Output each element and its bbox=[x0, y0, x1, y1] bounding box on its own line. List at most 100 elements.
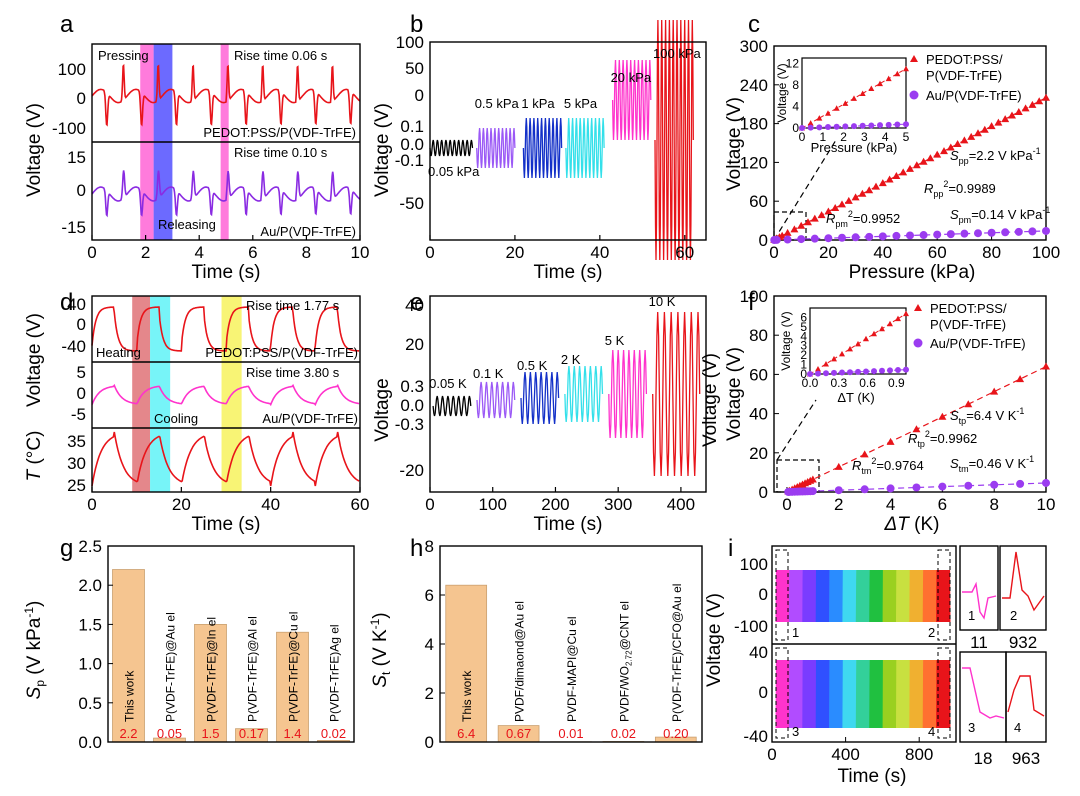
i-bottom-series-block bbox=[936, 659, 951, 729]
f-inset-xtick: 0.9 bbox=[888, 376, 905, 390]
c-xtick: 40 bbox=[873, 243, 892, 262]
i-top-series-block bbox=[896, 569, 911, 623]
i-zoom-3 bbox=[959, 651, 1007, 743]
e-series-segment bbox=[652, 311, 701, 477]
f-stm-annotation: Stm=0.46 V K-1 bbox=[950, 454, 1034, 474]
e-series-segment bbox=[432, 395, 472, 417]
c-point bbox=[946, 230, 955, 239]
i-ytick: 40 bbox=[749, 643, 768, 662]
g-bar-category: P(VDF-TrFE)@In el bbox=[205, 617, 219, 722]
e-series-segment bbox=[520, 371, 560, 425]
d-xtick: 40 bbox=[261, 495, 280, 514]
d-ytick: 35 bbox=[67, 432, 86, 451]
c-inset-point bbox=[859, 122, 866, 129]
i-bottom-series-block bbox=[802, 659, 817, 729]
f-frame bbox=[773, 295, 1047, 493]
f-points bbox=[784, 362, 1050, 496]
a-xtick: 6 bbox=[248, 243, 257, 262]
i-ytick: -40 bbox=[743, 727, 768, 746]
f-xtick: 10 bbox=[1037, 495, 1056, 514]
h-ytick: 0 bbox=[425, 733, 434, 752]
i-zoom-time: 963 bbox=[1012, 749, 1040, 768]
e-xtick: 200 bbox=[541, 495, 569, 514]
a-xticks: 0 2 4 6 8 10 bbox=[87, 235, 369, 262]
i-zoom-4 bbox=[1005, 651, 1047, 743]
a-xtick: 10 bbox=[351, 243, 370, 262]
e-series-segment bbox=[564, 365, 604, 423]
f-fit-line bbox=[787, 366, 1047, 492]
i-top-series-block bbox=[775, 569, 790, 623]
panel-label-c: c bbox=[748, 11, 760, 38]
c-ytick: 0 bbox=[759, 231, 768, 250]
c-inset-point bbox=[903, 65, 909, 72]
b-segment-label: 5 kPa bbox=[564, 96, 598, 111]
i-bottom-series-block bbox=[842, 659, 857, 729]
c-point bbox=[778, 231, 787, 239]
i-zoom-label: 1 bbox=[968, 608, 975, 623]
c-rpp-annotation: Rpp2=0.9989 bbox=[924, 179, 996, 199]
a-xtick: 0 bbox=[87, 243, 96, 262]
e-frame bbox=[429, 295, 707, 493]
c-ytick: 300 bbox=[740, 37, 768, 56]
f-xtick: 8 bbox=[989, 495, 998, 514]
f-inset-ytick: 4 bbox=[800, 329, 807, 343]
f-inset-xlabel: ΔT (K) bbox=[837, 390, 874, 405]
f-xtick: 2 bbox=[834, 495, 843, 514]
f-legend-1: PEDOT:PSS/ bbox=[930, 301, 1007, 316]
c-rpm-annotation: Rpm2=0.9952 bbox=[826, 209, 900, 229]
c-inset-fit bbox=[801, 68, 907, 129]
i-series bbox=[775, 569, 951, 729]
i-bottom-series-block bbox=[909, 659, 924, 729]
i-top-series-block bbox=[869, 569, 884, 623]
a-xtick: 8 bbox=[302, 243, 311, 262]
c-legend-1: PEDOT:PSS/ bbox=[926, 52, 1003, 67]
g-bar bbox=[276, 631, 309, 743]
a-ytick: 15 bbox=[67, 148, 86, 167]
e-xtick: 100 bbox=[479, 495, 507, 514]
h-ytick: 8 bbox=[425, 537, 434, 556]
c-inset-ytick: 4 bbox=[792, 99, 799, 113]
f-inset-point bbox=[903, 366, 909, 373]
f-inset-ylabel: Voltage (V) bbox=[779, 311, 793, 370]
g-bar-value: 1.5 bbox=[201, 726, 219, 741]
f-stp-annotation: Stp=6.4 V K-1 bbox=[950, 406, 1024, 426]
panel-label-h: h bbox=[410, 535, 423, 562]
e-xtick: 0 bbox=[425, 495, 434, 514]
d-frame bbox=[91, 295, 361, 493]
e-segment-label: 10 K bbox=[649, 294, 676, 309]
i-box-label: 2 bbox=[928, 625, 935, 640]
f-inset-point bbox=[847, 369, 853, 376]
a-ytick: 0 bbox=[77, 181, 86, 200]
b-segment-label: 0.05 kPa bbox=[428, 164, 480, 179]
i-ytick: 100 bbox=[740, 555, 768, 574]
a-ytick: -15 bbox=[61, 218, 86, 237]
h-bars: 6.4 This work 0.67 PVDF/dimaond@Au el 0.01 PV… bbox=[445, 584, 697, 743]
c-xtick: 80 bbox=[982, 243, 1001, 262]
c-xtick: 0 bbox=[769, 243, 778, 262]
a-ytick: -100 bbox=[52, 119, 86, 138]
f-xlabel: ΔT (K) bbox=[884, 514, 940, 535]
a-top-series bbox=[91, 63, 361, 127]
g-ytick: 1.0 bbox=[78, 655, 102, 674]
d-ylabel-top: Voltage (V) bbox=[24, 313, 45, 407]
g-bar-value: 0.05 bbox=[157, 726, 182, 741]
h-ytick: 2 bbox=[425, 684, 434, 703]
c-points bbox=[770, 93, 1050, 244]
i-top-series-block bbox=[842, 569, 857, 623]
c-xtick: 100 bbox=[1032, 243, 1060, 262]
i-ytick: 0 bbox=[759, 585, 768, 604]
i-top-series-block bbox=[936, 569, 951, 623]
d-bottom-series bbox=[91, 431, 360, 487]
f-inset-ytick: 3 bbox=[800, 339, 807, 353]
d-ylabel-bottom: T (°C) bbox=[24, 431, 45, 482]
e-ytick: 0.3 bbox=[400, 377, 424, 396]
g-yticks: 0.0 0.5 1.0 1.5 2.0 2.5 bbox=[78, 537, 113, 752]
e-segment-label: 5 K bbox=[605, 333, 625, 348]
c-inset-xtick: 3 bbox=[861, 130, 868, 144]
c-inset-xtick: 5 bbox=[903, 130, 910, 144]
d-ytick: 40 bbox=[67, 295, 86, 314]
g-ytick: 0.5 bbox=[78, 694, 102, 713]
c-xtick: 20 bbox=[819, 243, 838, 262]
i-box-4 bbox=[937, 647, 951, 739]
c-inset-point bbox=[816, 115, 823, 121]
